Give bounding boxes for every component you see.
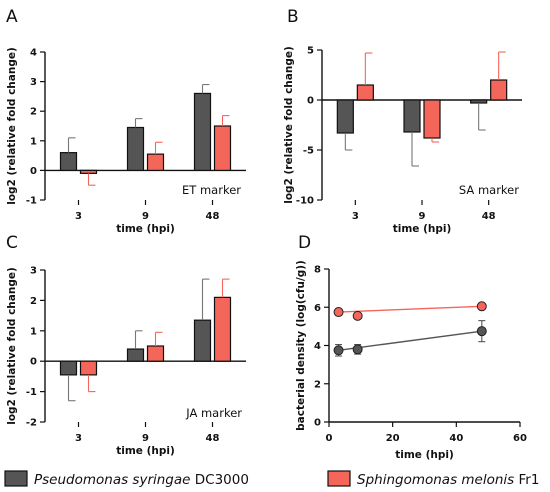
y-tick-label: 2 <box>314 379 321 390</box>
bar-sphingomonas <box>79 169 98 174</box>
x-tick-label: 3 <box>75 211 82 222</box>
x-tick-label: 3 <box>352 211 359 222</box>
legend-label-sphingomonas: Sphingomonas melonis Fr1 <box>357 472 539 488</box>
x-tick-label: 48 <box>482 211 496 222</box>
y-tick-label: 1 <box>30 136 37 147</box>
bar-sphingomonas <box>356 84 374 101</box>
panel-letter: B <box>287 7 299 27</box>
y-tick-label: 2 <box>30 107 37 118</box>
legend-swatch-pseudomonas <box>4 470 28 487</box>
x-axis-title: time (hpi) <box>116 223 175 235</box>
bar-sphingomonas <box>213 296 232 362</box>
legend-species-name: Sphingomonas melonis <box>357 472 514 488</box>
bar-sphingomonas <box>79 360 98 376</box>
x-tick-label: 0 <box>326 433 333 444</box>
bar-pseudomonas <box>336 99 354 134</box>
legend-swatch-sphingomonas <box>327 470 351 487</box>
x-tick-label: 9 <box>419 211 426 222</box>
marker-label: SA marker <box>459 183 519 197</box>
y-tick-label: 0 <box>30 357 37 368</box>
x-tick-label: 48 <box>206 433 220 444</box>
x-tick-label: 48 <box>206 211 220 222</box>
data-point-sphingomonas <box>476 301 487 312</box>
bar-pseudomonas <box>59 152 78 171</box>
series-line-sphingomonas <box>338 305 482 313</box>
y-tick-label: -10 <box>296 196 314 207</box>
y-axis-title: log2 (relative fold change) <box>6 267 18 425</box>
series-line-pseudomonas <box>338 330 482 351</box>
data-point-pseudomonas <box>333 345 344 356</box>
y-tick-label: 5 <box>307 46 314 57</box>
x-tick-label: 3 <box>75 433 82 444</box>
x-tick-label: 60 <box>513 433 527 444</box>
marker-label: ET marker <box>182 183 241 197</box>
panel-letter: C <box>6 233 18 253</box>
x-axis-title: time (hpi) <box>393 223 452 235</box>
bar-pseudomonas <box>470 99 488 104</box>
y-axis-title: log2 (relative fold change) <box>6 47 18 205</box>
panel-letter: A <box>6 7 18 27</box>
panel-letter: D <box>298 233 311 253</box>
legend-strain-name: DC3000 <box>190 472 248 488</box>
y-tick-label: 4 <box>30 48 37 59</box>
bar-pseudomonas <box>126 126 145 172</box>
y-axis-title: log2 (relative fold change) <box>283 46 295 204</box>
bar-pseudomonas <box>193 319 212 362</box>
y-axis-title: bacterial density (log(cfu/g)) <box>295 260 307 431</box>
bar-sphingomonas <box>423 99 441 139</box>
bar-sphingomonas <box>146 345 165 362</box>
y-tick-label: -2 <box>26 418 37 429</box>
panel-c: C -2 -1 0 1 2 3 3 9 48 time (hpi) log2 (relative fo… <box>6 233 246 457</box>
y-tick-label: 6 <box>314 303 321 314</box>
x-axis-title: time (hpi) <box>116 445 175 457</box>
y-tick-label: 0 <box>30 166 37 177</box>
data-point-pseudomonas <box>352 344 363 355</box>
data-point-sphingomonas <box>333 307 344 318</box>
y-tick-label: -1 <box>26 196 37 207</box>
panel-b: B -10 -5 0 5 3 9 48 time (hpi) log2 (relative fol… <box>283 7 522 235</box>
bar-pseudomonas <box>126 348 145 362</box>
x-tick-label: 9 <box>142 433 149 444</box>
panel-d: D 0 2 4 6 8 0 20 40 60 time (hpi) bacterial density… <box>295 233 527 461</box>
y-tick-label: 2 <box>30 296 37 307</box>
panel-a: A -1 0 1 2 3 4 3 9 48 time (hpi) log2 (relative fol… <box>6 7 246 235</box>
y-tick-label: 1 <box>30 326 37 337</box>
y-tick-label: 3 <box>30 266 37 277</box>
data-point-sphingomonas <box>352 310 363 321</box>
marker-label: JA marker <box>185 406 242 420</box>
bar-pseudomonas <box>193 92 212 172</box>
legend-species-name: Pseudomonas syringae <box>34 472 190 488</box>
x-axis-title: time (hpi) <box>395 449 454 461</box>
bar-sphingomonas <box>213 125 232 172</box>
y-tick-label: -5 <box>303 146 314 157</box>
y-tick-label: 0 <box>314 418 321 429</box>
y-tick-label: 3 <box>30 77 37 88</box>
y-tick-label: 0 <box>307 96 314 107</box>
y-tick-label: 8 <box>314 265 321 276</box>
y-tick-label: -1 <box>26 387 37 398</box>
x-tick-label: 20 <box>386 433 400 444</box>
legend-label-pseudomonas: Pseudomonas syringae DC3000 <box>34 472 249 488</box>
data-point-pseudomonas <box>476 326 487 337</box>
x-tick-label: 9 <box>142 211 149 222</box>
legend: Pseudomonas syringae DC3000 Sphingomonas … <box>4 470 539 488</box>
bar-pseudomonas <box>59 360 78 376</box>
bar-sphingomonas <box>146 153 165 171</box>
bar-pseudomonas <box>403 99 421 133</box>
bar-sphingomonas <box>490 79 508 101</box>
legend-strain-name: Fr1 <box>514 472 539 488</box>
x-tick-label: 40 <box>449 433 463 444</box>
y-tick-label: 4 <box>314 341 321 352</box>
